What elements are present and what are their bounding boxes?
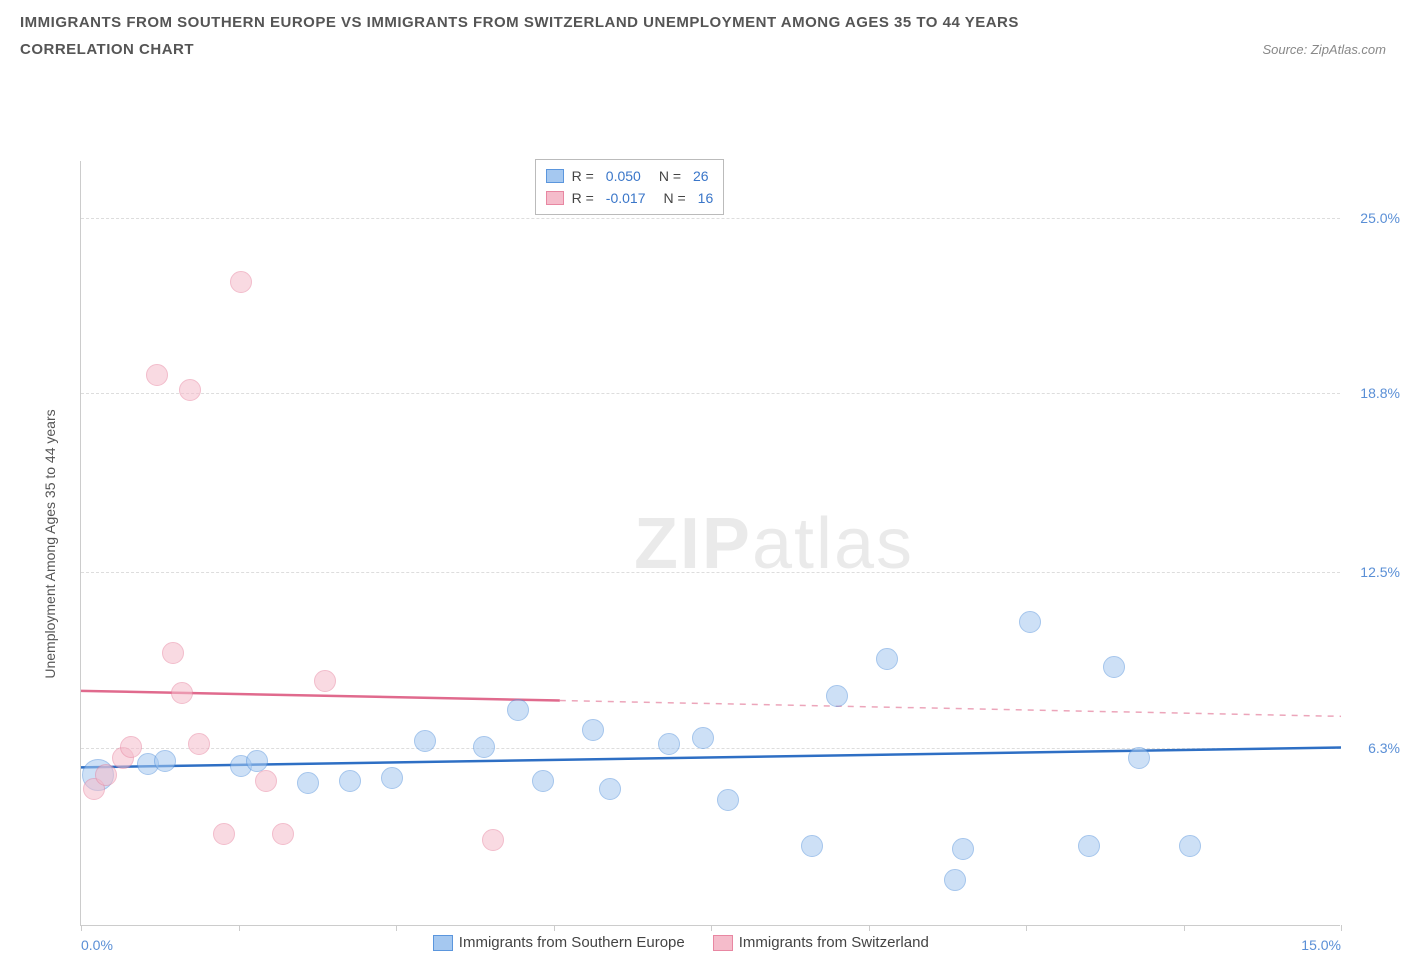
scatter-point	[297, 772, 319, 794]
chart-header: IMMIGRANTS FROM SOUTHERN EUROPE VS IMMIG…	[0, 0, 1406, 58]
scatter-point	[507, 699, 529, 721]
scatter-point	[801, 835, 823, 857]
stat-r-label: R =	[572, 190, 594, 206]
x-tick	[396, 925, 397, 931]
scatter-point	[154, 750, 176, 772]
stats-legend-row: R = 0.050 N = 26	[546, 165, 714, 187]
legend-swatch	[433, 935, 453, 951]
scatter-point	[944, 869, 966, 891]
y-axis-label: Unemployment Among Ages 35 to 44 years	[42, 409, 58, 678]
series-legend-label: Immigrants from Switzerland	[739, 934, 929, 951]
scatter-point	[876, 648, 898, 670]
trend-line-solid	[81, 748, 1341, 768]
scatter-point	[171, 682, 193, 704]
x-tick	[1341, 925, 1342, 931]
scatter-point	[381, 767, 403, 789]
scatter-point	[599, 778, 621, 800]
gridline	[81, 218, 1340, 219]
scatter-point	[272, 823, 294, 845]
x-tick	[1026, 925, 1027, 931]
x-tick-label: 15.0%	[1301, 937, 1341, 953]
trend-line-dashed	[560, 701, 1341, 717]
x-tick	[869, 925, 870, 931]
scatter-point	[162, 642, 184, 664]
scatter-point	[188, 733, 210, 755]
y-tick-label: 12.5%	[1360, 564, 1400, 580]
x-tick	[554, 925, 555, 931]
stat-n-label: N =	[663, 190, 685, 206]
legend-swatch	[546, 169, 564, 183]
scatter-point	[952, 838, 974, 860]
x-tick	[81, 925, 82, 931]
scatter-point	[255, 770, 277, 792]
source-citation: Source: ZipAtlas.com	[1262, 42, 1386, 57]
scatter-point	[582, 719, 604, 741]
stat-n-value: 26	[693, 168, 709, 184]
stats-legend: R = 0.050 N = 26 R = -0.017 N = 16	[535, 159, 725, 215]
series-legend-item: Immigrants from Switzerland	[713, 934, 929, 951]
legend-swatch	[546, 191, 564, 205]
scatter-point	[339, 770, 361, 792]
x-tick	[239, 925, 240, 931]
scatter-point	[95, 764, 117, 786]
scatter-point	[1179, 835, 1201, 857]
scatter-point	[146, 364, 168, 386]
scatter-point	[314, 670, 336, 692]
stats-legend-row: R = -0.017 N = 16	[546, 187, 714, 209]
y-tick-label: 25.0%	[1360, 210, 1400, 226]
scatter-point	[120, 736, 142, 758]
series-legend-item: Immigrants from Southern Europe	[433, 934, 685, 951]
scatter-point	[1078, 835, 1100, 857]
gridline	[81, 748, 1340, 749]
scatter-point	[482, 829, 504, 851]
scatter-point	[658, 733, 680, 755]
x-tick-label: 0.0%	[81, 937, 113, 953]
series-legend-label: Immigrants from Southern Europe	[459, 934, 685, 951]
y-tick-label: 18.8%	[1360, 385, 1400, 401]
scatter-point	[1128, 747, 1150, 769]
source-prefix: Source:	[1262, 42, 1310, 57]
gridline	[81, 572, 1340, 573]
x-tick	[1184, 925, 1185, 931]
gridline	[81, 393, 1340, 394]
y-tick-label: 6.3%	[1368, 740, 1400, 756]
scatter-point	[246, 750, 268, 772]
scatter-point	[826, 685, 848, 707]
scatter-point	[179, 379, 201, 401]
chart-subtitle: CORRELATION CHART	[20, 41, 194, 58]
chart-title: IMMIGRANTS FROM SOUTHERN EUROPE VS IMMIG…	[20, 14, 1386, 31]
trend-lines	[81, 161, 1341, 926]
stat-r-value: -0.017	[606, 190, 646, 206]
plot-region: 6.3%12.5%18.8%25.0%0.0%15.0%ZIPatlasR =0…	[80, 161, 1340, 926]
series-legend: Immigrants from Southern Europe Immigrant…	[433, 934, 929, 951]
scatter-point	[532, 770, 554, 792]
source-name: ZipAtlas.com	[1311, 42, 1386, 57]
stat-r-label: R =	[572, 168, 594, 184]
trend-line-solid	[81, 691, 560, 701]
legend-swatch	[713, 935, 733, 951]
scatter-point	[717, 789, 739, 811]
scatter-point	[473, 736, 495, 758]
scatter-point	[213, 823, 235, 845]
stat-n-value: 16	[698, 190, 714, 206]
stat-n-label: N =	[659, 168, 681, 184]
scatter-point	[230, 271, 252, 293]
scatter-point	[414, 730, 436, 752]
scatter-point	[692, 727, 714, 749]
scatter-point	[1103, 656, 1125, 678]
subtitle-row: CORRELATION CHART Source: ZipAtlas.com	[20, 41, 1386, 58]
x-tick	[711, 925, 712, 931]
scatter-point	[1019, 611, 1041, 633]
stat-r-value: 0.050	[606, 168, 641, 184]
